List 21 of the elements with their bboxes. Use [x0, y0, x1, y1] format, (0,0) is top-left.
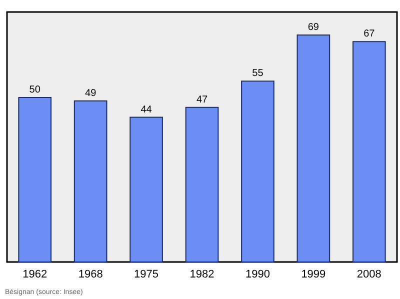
data-label: 50 — [29, 84, 41, 96]
data-label: 44 — [140, 104, 152, 116]
data-label: 49 — [85, 88, 97, 99]
x-tick-label: 1990 — [245, 268, 270, 280]
bar — [18, 97, 52, 262]
bar — [185, 106, 219, 262]
bar — [74, 100, 108, 262]
x-tick-label: 1999 — [301, 268, 326, 280]
x-tick-label: 1982 — [190, 268, 214, 280]
bar — [241, 80, 274, 262]
data-label: 69 — [308, 22, 320, 34]
data-label: 55 — [252, 68, 264, 80]
x-tick-label: 1962 — [22, 268, 48, 280]
bar — [130, 116, 163, 262]
x-tick-label: 1968 — [78, 268, 103, 280]
data-label: 67 — [364, 28, 376, 40]
data-label: 47 — [196, 94, 208, 106]
x-tick-label: 1975 — [134, 268, 159, 280]
bar — [352, 41, 386, 262]
x-tick-label: 2008 — [356, 268, 382, 280]
bar — [296, 34, 330, 262]
